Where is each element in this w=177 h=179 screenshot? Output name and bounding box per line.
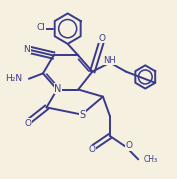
- Text: O: O: [89, 145, 96, 154]
- Text: H₂N: H₂N: [5, 74, 22, 83]
- Text: N: N: [54, 84, 62, 94]
- Text: NH: NH: [103, 56, 115, 65]
- Text: S: S: [80, 110, 86, 120]
- Text: CH₃: CH₃: [144, 155, 158, 164]
- Text: Cl: Cl: [37, 23, 46, 32]
- Text: O: O: [99, 34, 105, 43]
- Text: N: N: [23, 45, 30, 54]
- Text: O: O: [125, 141, 132, 150]
- Text: O: O: [24, 119, 32, 128]
